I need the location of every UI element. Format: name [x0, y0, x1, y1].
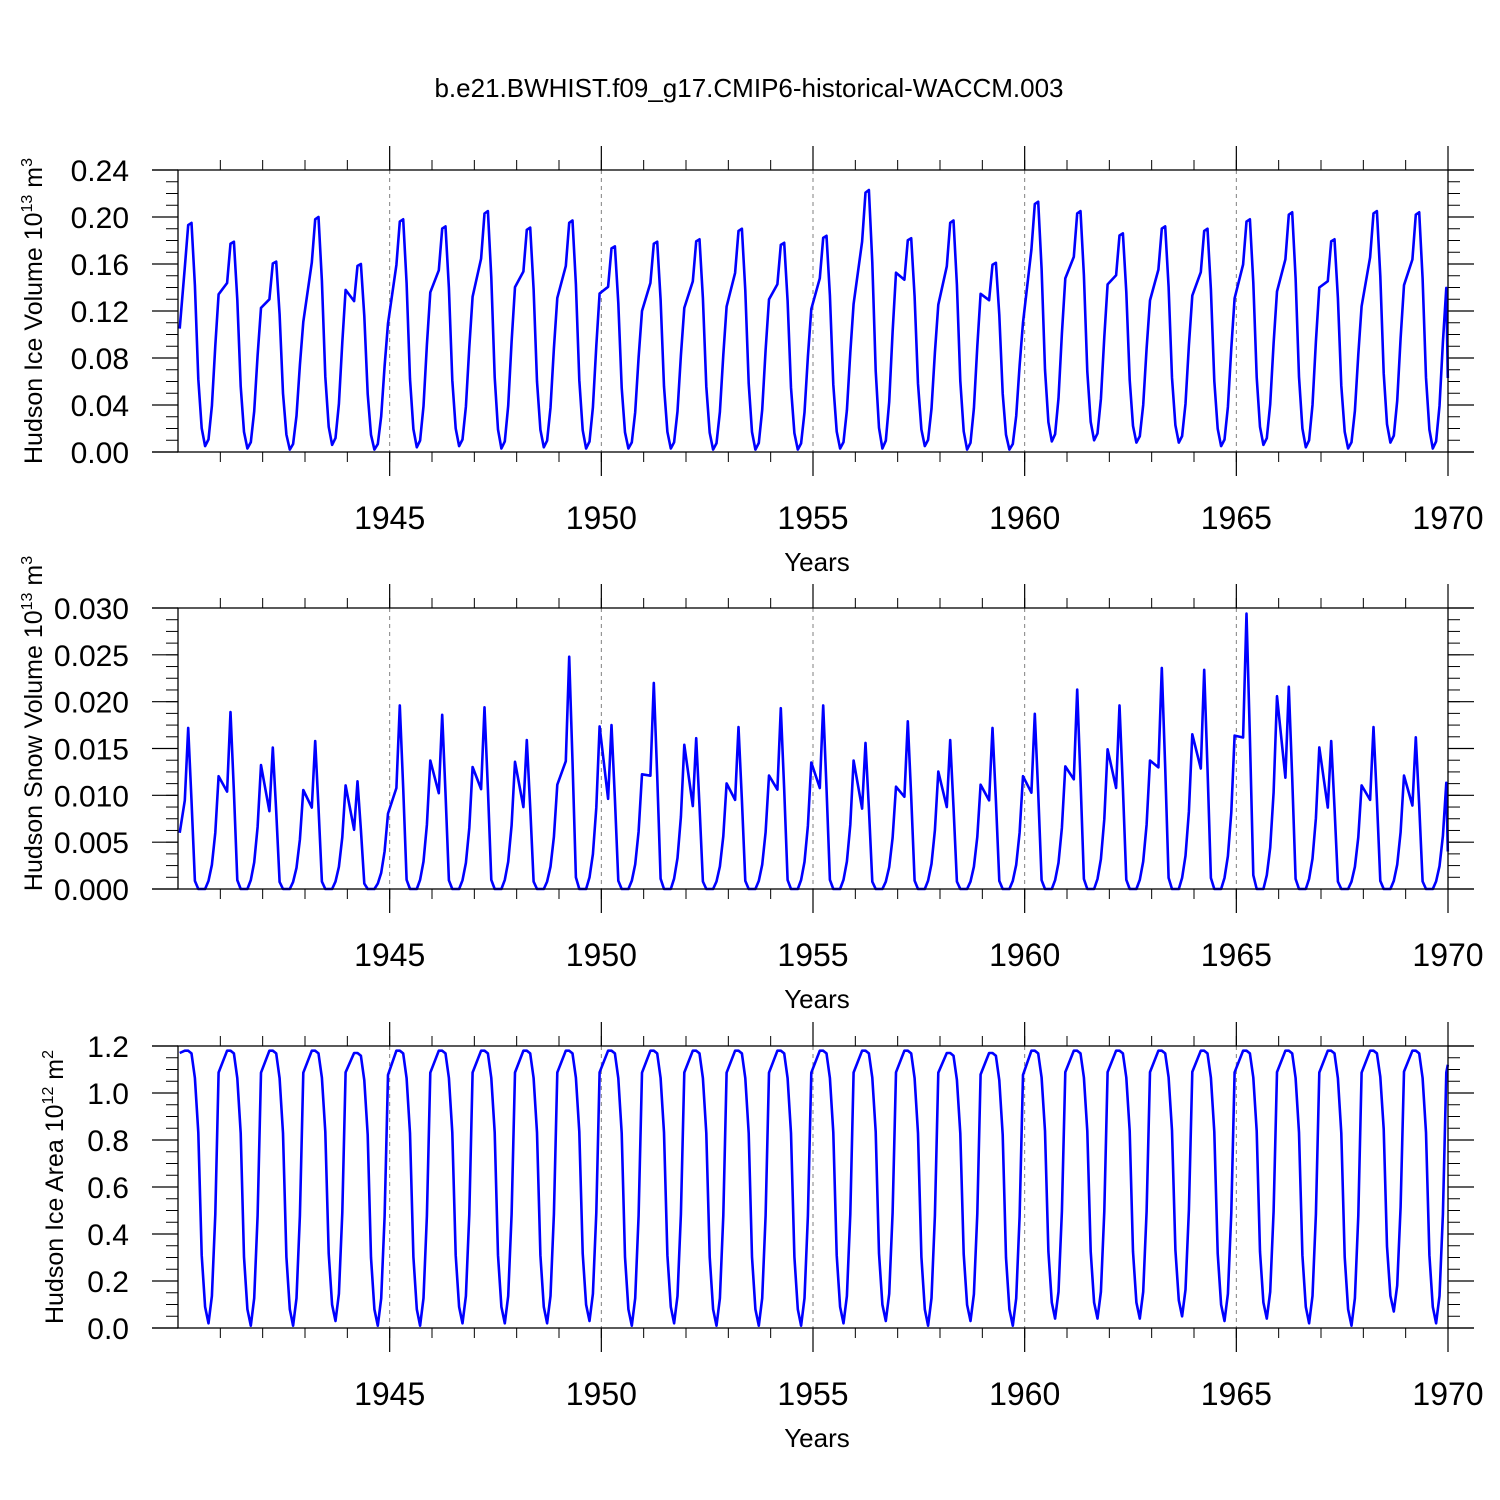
x-tick-label: 1960: [989, 937, 1060, 973]
y-axis-label: Hudson Ice Volume 1013 m3: [19, 158, 48, 464]
y-tick-label: 0.000: [54, 874, 129, 907]
y-tick-label: 0.08: [71, 343, 129, 376]
y-tick-label: 0.6: [87, 1172, 129, 1205]
y-tick-label: 0.0: [87, 1313, 129, 1346]
x-tick-label: 1950: [566, 937, 637, 973]
y-tick-label: 0.030: [54, 593, 129, 626]
x-axis-label: Years: [784, 1423, 850, 1453]
y-tick-label: 0.010: [54, 780, 129, 813]
y-tick-label: 0.020: [54, 687, 129, 720]
panel-snow-volume: 0.000 0.005 0.010 0.015 0.020 0.025 0.030 1945 1…: [19, 556, 1484, 1014]
x-tick-label: 1970: [1412, 500, 1483, 536]
y-tick-label: 0.20: [71, 202, 129, 235]
x-tick-label: 1965: [1201, 500, 1272, 536]
x-tick-label: 1945: [354, 937, 425, 973]
series-line: [178, 188, 1450, 451]
y-tick-label: 0.015: [54, 734, 129, 767]
x-tick-label: 1970: [1412, 937, 1483, 973]
x-tick-label: 1970: [1412, 1376, 1483, 1412]
y-tick-label: 0.025: [54, 640, 129, 673]
series-line: [178, 612, 1450, 891]
y-tick-label: 0.24: [71, 155, 129, 188]
x-tick-label: 1945: [354, 500, 425, 536]
x-tick-label: 1955: [777, 1376, 848, 1412]
y-axis-label: Hudson Snow Volume 1013 m3: [19, 556, 48, 891]
x-tick-label: 1965: [1201, 937, 1272, 973]
x-tick-label: 1955: [777, 937, 848, 973]
plot-frame: [177, 1045, 1449, 1329]
x-tick-label: 1945: [354, 1376, 425, 1412]
y-tick-label: 0.16: [71, 249, 129, 282]
y-tick-label: 0.2: [87, 1266, 129, 1299]
panel-ice-volume: 0.00 0.04 0.08 0.12 0.16 0.20 0.24 1945 1950 1955…: [19, 146, 1484, 577]
x-axis-label: Years: [784, 984, 850, 1014]
series-line: [179, 1049, 1450, 1327]
x-axis-label: Years: [784, 547, 850, 577]
plot-frame: [177, 169, 1449, 453]
y-tick-label: 0.8: [87, 1125, 129, 1158]
y-tick-label: 0.005: [54, 827, 129, 860]
x-tick-label: 1950: [566, 500, 637, 536]
x-tick-label: 1955: [777, 500, 848, 536]
y-tick-label: 0.04: [71, 390, 129, 423]
y-tick-label: 0.12: [71, 296, 129, 329]
y-tick-label: 0.00: [71, 437, 129, 470]
figure-title: b.e21.BWHIST.f09_g17.CMIP6-historical-WA…: [434, 73, 1063, 103]
x-tick-label: 1950: [566, 1376, 637, 1412]
y-tick-label: 1.2: [87, 1031, 129, 1064]
panel-ice-area: 0.0 0.2 0.4 0.6 0.8 1.0 1.2 1945 1950 1955 1960 196…: [40, 1022, 1484, 1453]
y-tick-label: 0.4: [87, 1219, 129, 1252]
x-tick-label: 1960: [989, 500, 1060, 536]
plot-frame: [177, 607, 1449, 890]
y-tick-label: 1.0: [87, 1078, 129, 1111]
x-tick-label: 1960: [989, 1376, 1060, 1412]
y-axis-label: Hudson Ice Area 1012 m2: [40, 1050, 69, 1324]
x-tick-label: 1965: [1201, 1376, 1272, 1412]
